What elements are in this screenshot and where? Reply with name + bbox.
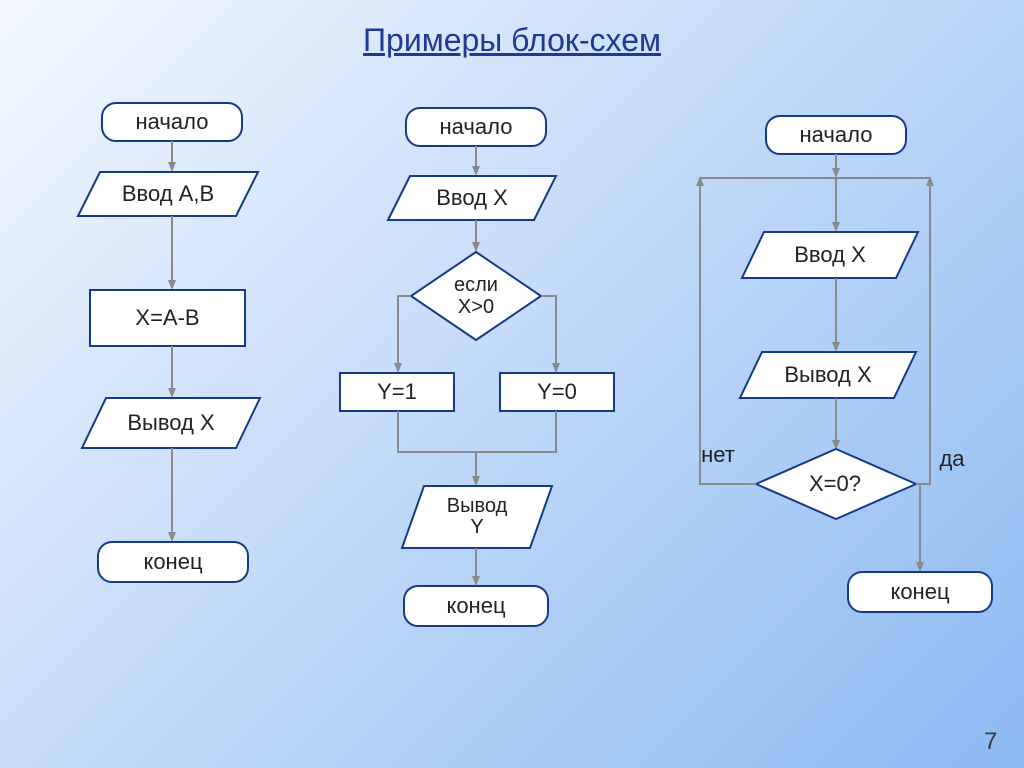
flowchart-svg: [0, 0, 1024, 768]
flowchart-canvas: Примеры блок-схем 7 начало Ввод А,В X=A-…: [0, 0, 1024, 768]
